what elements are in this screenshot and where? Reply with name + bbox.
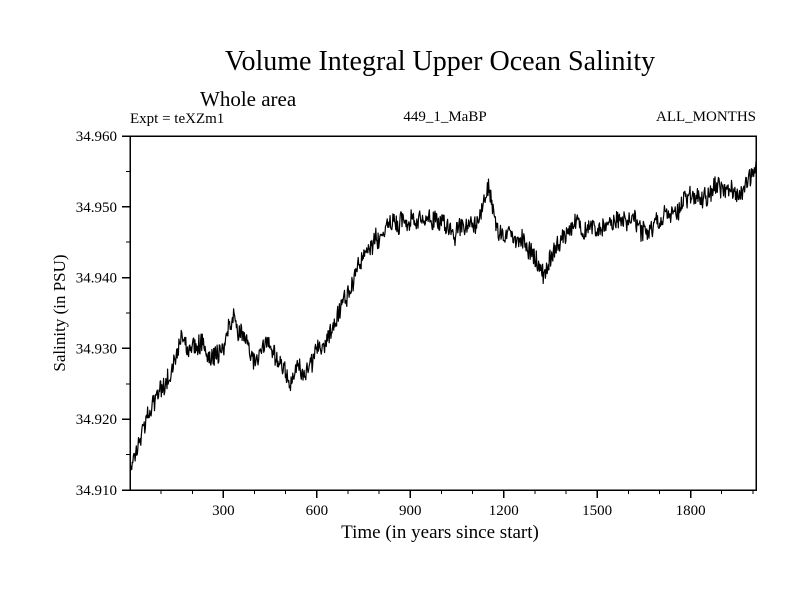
x-tick-label: 1500: [582, 503, 612, 519]
chart-title: Volume Integral Upper Ocean Salinity: [224, 46, 656, 77]
x-tick-label: 1200: [489, 503, 519, 519]
x-tick-label: 300: [212, 503, 235, 519]
x-axis-ticks: 300 600 900 1200 1500 1800: [160, 490, 754, 519]
months-label: ALL_MONTHS: [656, 109, 756, 125]
dataset-label: 449_1_MaBP: [403, 109, 487, 125]
x-tick-label: 1800: [676, 503, 706, 519]
x-axis-label: Time (in years since start): [341, 522, 539, 543]
y-tick-label: 34.920: [76, 412, 117, 428]
y-axis-ticks: 34.910 34.920 34.930 34.940 34.950 34.960: [76, 129, 130, 499]
y-tick-label: 34.950: [76, 200, 117, 216]
x-tick-label: 900: [399, 503, 422, 519]
x-tick-label: 600: [306, 503, 329, 519]
y-tick-label: 34.940: [76, 271, 117, 287]
chart-subtitle: Whole area: [200, 87, 297, 111]
salinity-series-line: [129, 160, 757, 471]
y-tick-label: 34.910: [76, 483, 117, 499]
y-tick-label: 34.960: [76, 129, 117, 145]
plot-border: [129, 135, 757, 491]
experiment-label: Expt = teXZm1: [130, 111, 225, 127]
y-tick-label: 34.930: [76, 341, 117, 357]
